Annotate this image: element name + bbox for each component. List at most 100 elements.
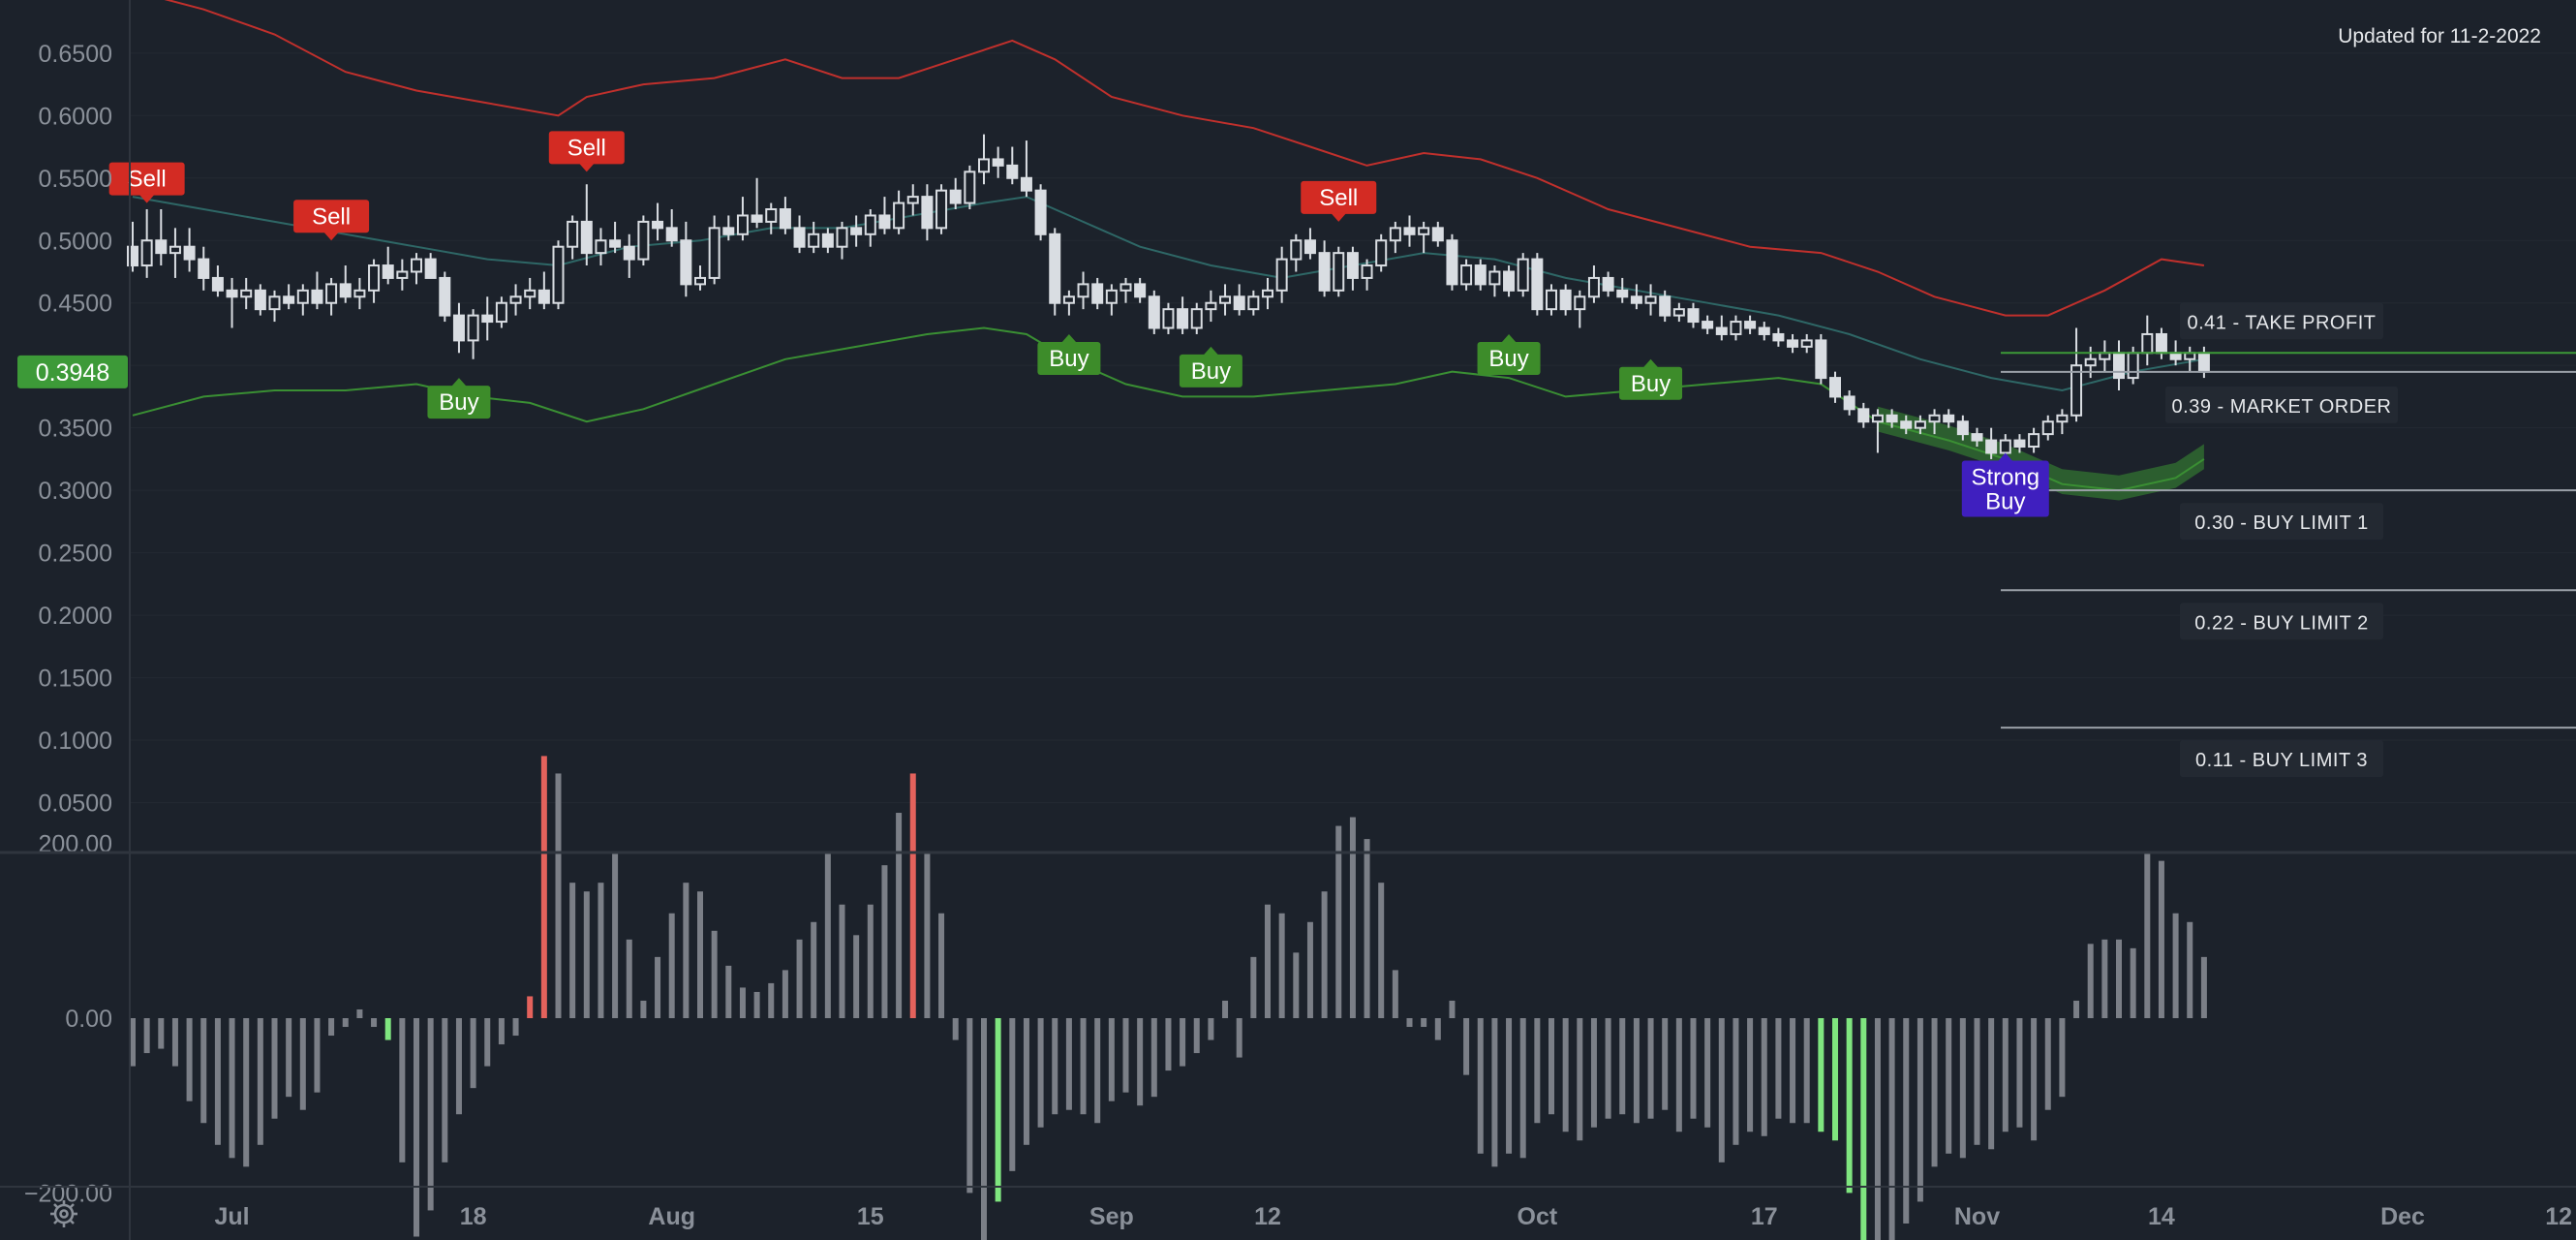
level-label: 0.22 - BUY LIMIT 2 (2194, 612, 2368, 634)
candle-body (935, 189, 948, 230)
candle (283, 284, 295, 310)
settings-button[interactable] (50, 1200, 77, 1227)
histogram-bar (2200, 956, 2207, 1018)
candle (623, 233, 635, 278)
histogram-bar (1733, 1018, 1739, 1145)
histogram-bar (2158, 860, 2164, 1018)
candle-body (1787, 339, 1799, 348)
candle (2056, 409, 2069, 435)
histogram-bar (442, 1018, 448, 1162)
candle (1247, 290, 1260, 316)
candle (1900, 415, 1913, 435)
candle (680, 221, 692, 297)
price-tick-label: 0.7000 (39, 0, 112, 5)
gear-icon (50, 1200, 77, 1227)
histogram-bar (1378, 883, 1385, 1018)
histogram-bar (924, 852, 931, 1018)
histogram-bar (1421, 1018, 1427, 1028)
middle-band-line (132, 196, 2205, 392)
candle-body (311, 289, 323, 304)
candle-body (240, 289, 253, 298)
histogram-bar (2187, 921, 2193, 1018)
signal-arrow (450, 378, 467, 388)
histogram-bar (1080, 1018, 1087, 1115)
candle-body (353, 289, 366, 298)
candle (169, 228, 181, 278)
histogram-bar (399, 1018, 406, 1162)
candle-body (1546, 289, 1557, 311)
price-tick-label: 0.3000 (39, 478, 112, 505)
histogram-bar (243, 1018, 250, 1167)
candle (226, 277, 238, 328)
histogram-bar (1761, 1018, 1767, 1136)
signal-arrow (1642, 358, 1659, 368)
histogram-panel: 200.000.00−200.00 (24, 756, 2207, 1240)
histogram-bar (1180, 1018, 1186, 1067)
candle-body (2113, 352, 2125, 380)
time-tick-label: 18 (460, 1203, 487, 1230)
signal-arrow (323, 232, 340, 241)
candle-body (2056, 414, 2069, 423)
candle (1672, 302, 1685, 323)
signal-box (427, 386, 491, 419)
candle (1758, 322, 1770, 341)
candle-body (1587, 276, 1600, 298)
candle (1871, 409, 1884, 453)
candle-body (637, 220, 650, 261)
candle-body (665, 227, 678, 242)
candle (1190, 302, 1203, 334)
candle (1503, 265, 1516, 297)
histogram-bar (1150, 1018, 1157, 1098)
candle (424, 253, 437, 279)
candle (836, 221, 848, 260)
candle (1219, 284, 1232, 316)
histogram-bar (1860, 1018, 1867, 1240)
candle (439, 271, 451, 323)
level-label: 0.11 - BUY LIMIT 3 (2195, 750, 2368, 771)
candle-body (1503, 270, 1516, 292)
signal-arrow (1501, 333, 1518, 343)
candle-body (1488, 270, 1501, 286)
time-tick-label: 14 (2148, 1203, 2175, 1230)
candle (2070, 327, 2083, 422)
candle-body (1602, 276, 1614, 292)
histogram-bar (1633, 1018, 1640, 1124)
histogram-bar (1321, 891, 1328, 1018)
histogram-bar (881, 865, 888, 1018)
candle (893, 190, 905, 234)
price-tick-label: 0.3500 (39, 416, 112, 443)
candle (1177, 296, 1189, 334)
histogram-bar (1747, 1018, 1754, 1132)
histogram-bar (286, 1018, 292, 1098)
candle (481, 296, 494, 341)
candle-body (226, 289, 238, 298)
candle-body (140, 239, 153, 267)
histogram-bar (271, 1018, 278, 1119)
candle-body (580, 220, 593, 255)
signal-arrow (138, 194, 155, 203)
candle (609, 221, 622, 254)
candle-body (211, 276, 224, 292)
candle-body (1119, 283, 1132, 292)
histogram-bar (896, 813, 903, 1018)
histogram-bar (1137, 1018, 1144, 1106)
candle-body (2084, 357, 2097, 367)
candle (268, 290, 281, 323)
candle-body (1403, 227, 1416, 235)
histogram-bar (796, 939, 803, 1018)
candle (1857, 402, 1870, 428)
signal-label: Sell (567, 135, 606, 161)
histogram-bar (1122, 1018, 1129, 1093)
histogram-bar (2073, 1000, 2080, 1018)
candle (567, 215, 579, 260)
candle-body (396, 270, 409, 279)
candle-body (1886, 414, 1898, 423)
histogram-bar (995, 1018, 1001, 1202)
candle (1403, 215, 1416, 247)
candle-body (1134, 283, 1147, 298)
candle-body (1531, 258, 1544, 311)
candle-body (1418, 227, 1430, 235)
histogram-bar (2044, 1018, 2051, 1110)
